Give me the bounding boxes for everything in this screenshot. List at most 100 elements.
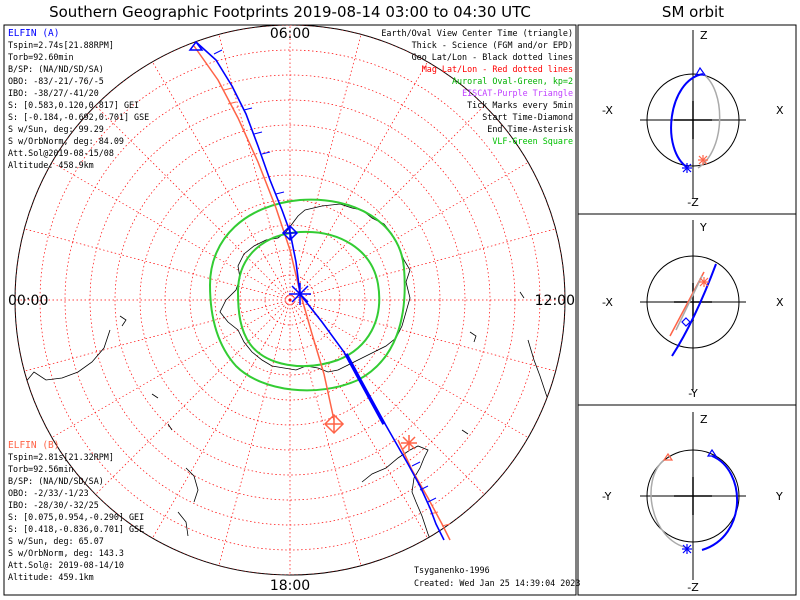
- mag-latitude-circle: [239, 249, 341, 351]
- elfin-b-footprint-line-south: [397, 439, 451, 541]
- info-line: S w/Sun, deg: 99.29: [8, 124, 104, 134]
- mag-latitude-circle: [39, 49, 541, 551]
- elfin-b-info: ELFIN (B) Tspin=2.81s[21.32RPM] Torb=92.5…: [8, 440, 144, 582]
- info-line: S w/OrbNorm, deg: 84.09: [8, 136, 124, 146]
- legend-entry: Auroral Oval-Green, kp=2: [452, 76, 573, 86]
- elfin-a-info: ELFIN (A) Tspin=2.74s[21.88RPM] Torb=92.6…: [8, 28, 149, 170]
- mag-longitude-line: [218, 34, 291, 301]
- orbit-yz-bottom-label: -Z: [687, 581, 699, 594]
- info-line: S: [0.418,-0.836,0.701] GSE: [8, 524, 144, 534]
- orbit-b-triangle-yz: [662, 452, 674, 461]
- mag-longitude-line: [289, 299, 529, 438]
- mag-longitude-line: [24, 299, 291, 372]
- info-line: S: [-0.184,-0.692,0.701] GSE: [8, 112, 149, 122]
- australia-coastline: [23, 329, 111, 385]
- elfin-a-track: [188, 40, 445, 541]
- hour-label-1800: 18:00: [270, 578, 310, 594]
- mag-longitude-line: [152, 299, 291, 539]
- legend-entry: Mag Lat/Lon - Red dotted lines: [422, 64, 573, 74]
- legend-entry: Geo Lat/Lon - Black dotted lines: [412, 52, 573, 62]
- legend-entry: Tick Marks every 5min: [467, 100, 573, 110]
- legend-entry: Earth/Oval View Center Time (triangle): [381, 28, 573, 38]
- orbit-a-asterisk-yz: [682, 544, 692, 554]
- elfin-b-track: [193, 45, 451, 541]
- polar-map: 06:00 00:00 12:00 18:00: [8, 24, 575, 594]
- orbit-a-triangle-xz: [694, 66, 707, 76]
- info-line: Att.Sol@: 2019-08-14/10: [8, 560, 124, 570]
- orbit-b-asterisk-xz: [698, 155, 708, 165]
- legend: Earth/Oval View Center Time (triangle) Th…: [381, 28, 573, 146]
- elfin-b-footprint-line: [193, 45, 335, 421]
- orbit-xy-left-label: -X: [602, 296, 613, 309]
- elfin-a-end-asterisk: [289, 283, 311, 305]
- orbit-xz-right-label: X: [776, 104, 784, 117]
- mag-longitude-line: [152, 61, 291, 301]
- mag-longitude-line: [218, 299, 291, 566]
- orbit-panel-yz: Z -Z -Y Y: [602, 412, 783, 594]
- elfin-b-heading: ELFIN (B): [8, 440, 59, 451]
- orbit-b-asterisk-xy: [699, 277, 709, 287]
- info-line: Tspin=2.81s[21.32RPM]: [8, 452, 114, 462]
- orbit-b-xz: [697, 73, 721, 169]
- mag-latitude-circle: [114, 124, 466, 476]
- orbit-yz-right-label: Y: [775, 490, 783, 503]
- model-label: Tsyganenko-1996: [414, 565, 490, 575]
- info-line: Altitude: 458.9km: [8, 160, 94, 170]
- orbit-a-triangle-yz: [706, 448, 718, 457]
- legend-entry: Thick - Science (FGM and/or EPD): [412, 40, 573, 50]
- info-line: Tspin=2.74s[21.88RPM]: [8, 40, 114, 50]
- elfin-a-view-center-triangle: [188, 40, 204, 51]
- orbit-panel-xz: Z -Z -X X: [602, 29, 784, 209]
- orbit-xz-top-label: Z: [700, 29, 708, 42]
- orbit-panel-xy: Y -Y -X X: [602, 220, 784, 400]
- info-line: IBO: -38/27/-41/20: [8, 88, 99, 98]
- mag-latitude-circle: [139, 149, 441, 451]
- mag-longitude-line: [289, 299, 556, 372]
- elfin-b-start-diamond: [323, 413, 345, 435]
- orbit-yz-top-label: Z: [700, 413, 708, 426]
- orbit-a-diamond-xy: [681, 317, 691, 327]
- orbit-xy-right-label: X: [776, 296, 784, 309]
- hour-label-0600: 06:00: [270, 26, 310, 42]
- mag-longitude-line: [95, 105, 291, 301]
- info-line: B/SP: (NA/ND/SD/SA): [8, 476, 104, 486]
- mag-longitude-line: [95, 299, 291, 495]
- mag-longitude-line: [289, 299, 428, 539]
- created-label: Created: Wed Jan 25 14:39:04 2023: [414, 578, 580, 588]
- hour-label-1200: 12:00: [535, 293, 575, 309]
- legend-entry: End Time-Asterisk: [487, 124, 573, 134]
- mag-longitude-line: [289, 228, 556, 301]
- elfin-a-science-segment: [344, 353, 386, 425]
- islands-east: [461, 291, 525, 435]
- info-line: S: [0.583,0.120,0.817] GEI: [8, 100, 139, 110]
- info-line: B/SP: (NA/ND/SD/SA): [8, 64, 104, 74]
- south-america-coastline: [361, 445, 443, 571]
- orbit-title: SM orbit: [662, 3, 724, 21]
- info-line: Torb=92.56min: [8, 464, 74, 474]
- orbit-a-xz: [670, 73, 704, 169]
- orbit-a-asterisk-xz: [682, 163, 692, 173]
- mag-longitude-line: [289, 34, 362, 301]
- orbit-yz-left-label: -Y: [602, 490, 612, 503]
- info-line: Torb=92.60min: [8, 52, 74, 62]
- orbit-earth-yz: [646, 449, 740, 543]
- orbit-earth-xz: [646, 73, 740, 167]
- elfin-a-tick-marks: [213, 49, 437, 503]
- hour-label-0000: 00:00: [8, 293, 48, 309]
- orbit-earth-xy: [646, 255, 740, 349]
- orbit-frame: [577, 24, 797, 596]
- elfin-b-end-asterisk: [401, 435, 417, 451]
- elfin-a-footprint-line: [195, 41, 445, 541]
- mag-longitude-line: [289, 299, 362, 566]
- info-line: S: [0.075,0.954,-0.290] GEI: [8, 512, 144, 522]
- islands-west: [119, 315, 173, 431]
- info-line: OBO: -2/33/-1/23: [8, 488, 89, 498]
- mag-longitude-line: [289, 105, 485, 301]
- info-line: IBO: -28/30/-32/25: [8, 500, 99, 510]
- orbit-a-yz: [701, 455, 739, 551]
- orbit-xy-top-label: Y: [699, 221, 707, 234]
- mag-longitude-line: [289, 162, 529, 301]
- mag-longitude-line: [289, 61, 428, 301]
- info-line: S w/Sun, deg: 65.07: [8, 536, 104, 546]
